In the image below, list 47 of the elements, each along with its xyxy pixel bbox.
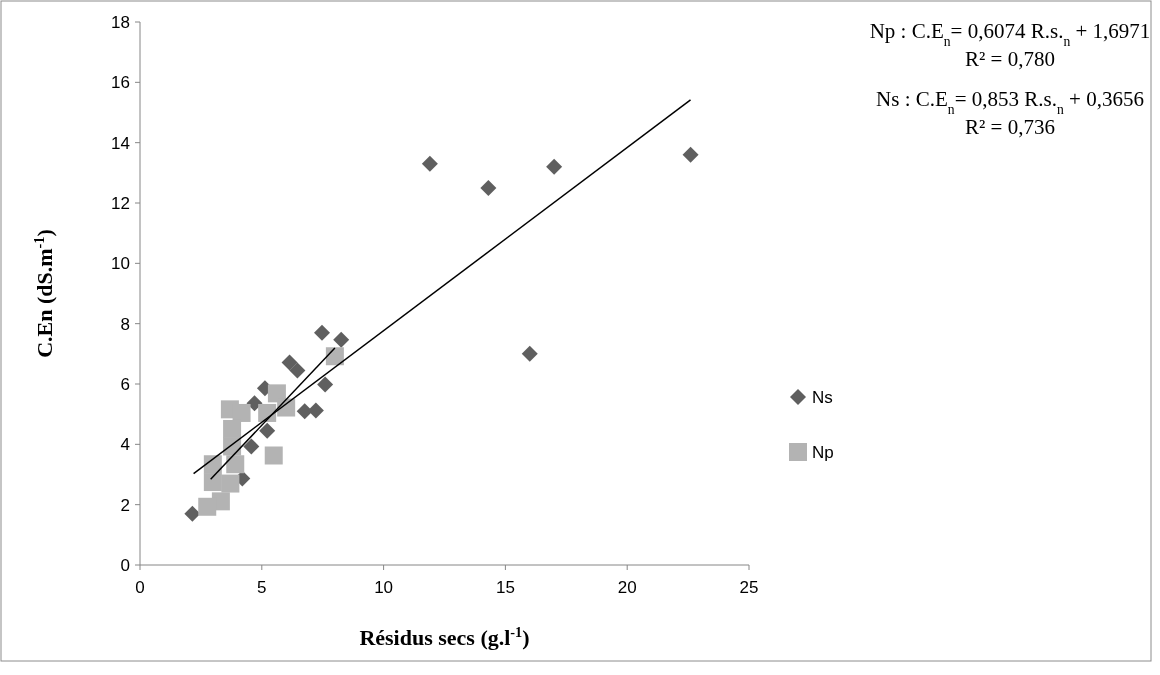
x-tick-label: 20 bbox=[617, 578, 637, 597]
point bbox=[325, 347, 344, 366]
point bbox=[333, 331, 350, 348]
y-tick-label: 16 bbox=[111, 73, 130, 93]
text: Ns : C.E$_{n}$= 0,853 R.s.$_{n}$ + 0,3656 bbox=[876, 87, 1144, 117]
x-tick-label: 15 bbox=[495, 578, 515, 597]
text: R² = 0,736 bbox=[965, 115, 1055, 139]
point bbox=[307, 402, 324, 419]
point bbox=[267, 384, 286, 403]
point bbox=[232, 403, 251, 422]
point bbox=[264, 446, 283, 465]
point bbox=[682, 146, 699, 163]
text: Np : C.E$_{n}$= 0,6074 R.s.$_{n}$ + 1,6971 bbox=[869, 19, 1151, 49]
legend-label: Ns bbox=[812, 387, 833, 407]
y-tick-label: 4 bbox=[120, 435, 130, 455]
point bbox=[480, 179, 497, 196]
point bbox=[313, 324, 330, 341]
point bbox=[223, 419, 242, 438]
point bbox=[421, 155, 438, 172]
point bbox=[198, 497, 217, 516]
y-tick-label: 18 bbox=[111, 12, 130, 32]
point bbox=[546, 158, 563, 175]
point bbox=[281, 354, 298, 371]
x-tick-label: 10 bbox=[374, 578, 394, 597]
y-tick-label: 10 bbox=[111, 254, 130, 274]
point bbox=[184, 505, 201, 522]
y-tick-label: 0 bbox=[120, 555, 130, 575]
y-tick-label: 2 bbox=[120, 495, 130, 515]
y-tick-label: 14 bbox=[111, 133, 130, 153]
point bbox=[226, 455, 245, 474]
x-tick-label: 25 bbox=[739, 578, 759, 597]
x-tick-label: 0 bbox=[135, 578, 145, 597]
y-tick-label: 6 bbox=[120, 374, 130, 394]
point bbox=[243, 438, 260, 455]
y-tick-label: 12 bbox=[111, 193, 130, 213]
y-tick-label: 8 bbox=[120, 314, 130, 334]
point bbox=[296, 403, 313, 420]
point bbox=[203, 473, 222, 492]
point bbox=[317, 376, 334, 393]
point bbox=[259, 422, 276, 439]
point bbox=[289, 362, 306, 379]
legend-label: Np bbox=[812, 442, 834, 462]
point bbox=[221, 474, 240, 493]
text: R² = 0,780 bbox=[965, 47, 1055, 71]
x-axis-title: Résidus secs (g.l$^{-1}$) bbox=[359, 624, 530, 650]
x-tick-label: 5 bbox=[257, 578, 267, 597]
point bbox=[521, 345, 538, 362]
